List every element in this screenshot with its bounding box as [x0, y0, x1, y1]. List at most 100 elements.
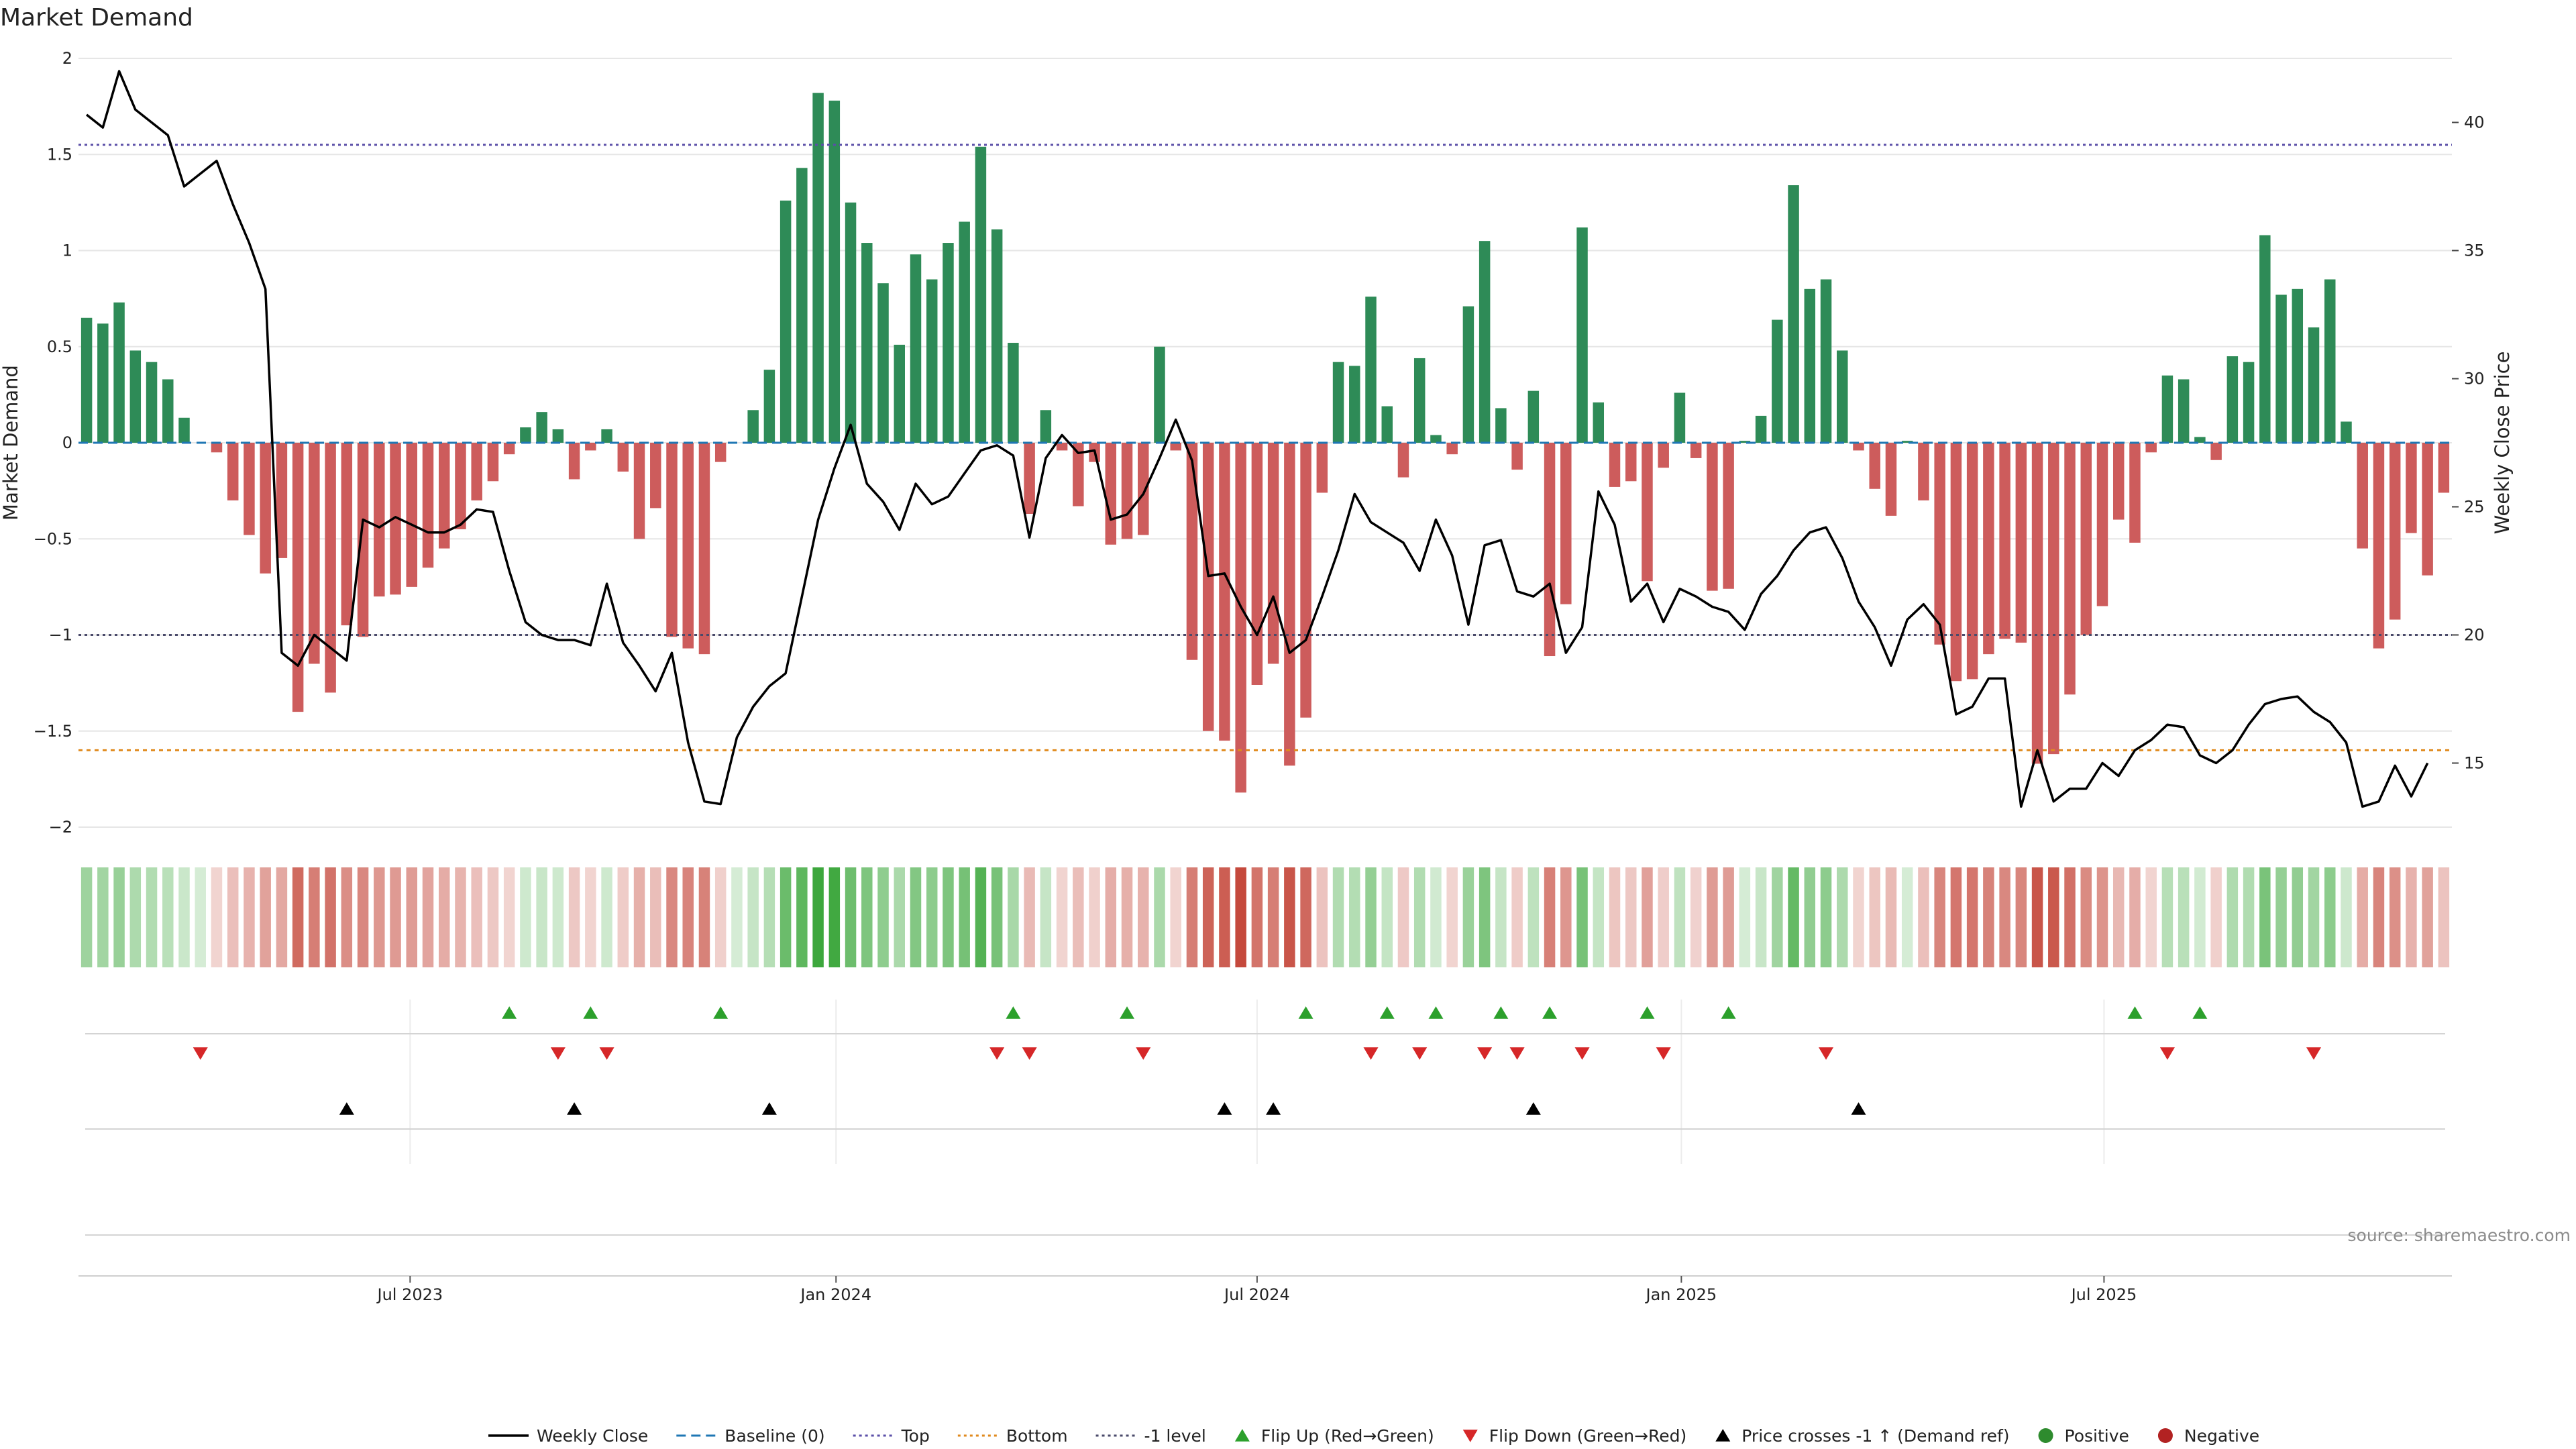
demand-bar-negative	[1105, 443, 1117, 545]
flip-up-marker	[583, 1006, 598, 1019]
demand-bar-positive	[1804, 288, 1816, 443]
demand-bar-positive	[1413, 358, 1426, 443]
heat-cell-positive	[943, 867, 954, 967]
demand-bar-negative	[1251, 443, 1263, 685]
heat-cell-negative	[244, 867, 255, 967]
legend-label: Top	[901, 1426, 930, 1446]
heat-cell-negative	[1073, 867, 1084, 967]
demand-bar-positive	[1772, 319, 1783, 443]
heat-cell-negative	[1121, 867, 1133, 967]
demand-bar-negative	[1235, 443, 1246, 793]
heat-cell-negative	[1885, 867, 1897, 967]
demand-bar-negative	[2210, 443, 2222, 460]
legend-item: Weekly Close	[488, 1426, 648, 1446]
heat-cell-negative	[2145, 867, 2157, 967]
demand-bar-negative	[633, 443, 645, 539]
y-tick-label: 1	[62, 241, 72, 260]
legend-swatch-dot	[2157, 1428, 2173, 1443]
flip-down-marker	[1363, 1047, 1379, 1060]
heat-cell-negative	[211, 867, 223, 967]
flip-down-marker	[1022, 1047, 1037, 1060]
price-cross-marker	[1217, 1102, 1232, 1115]
heat-cell-negative	[2080, 867, 2092, 967]
demand-bar-positive	[1837, 350, 1848, 443]
y2-tick-label: 35	[2464, 241, 2485, 260]
demand-bar-positive	[1349, 366, 1360, 443]
heat-cell-positive	[2308, 867, 2320, 967]
demand-bar-negative	[260, 443, 271, 574]
demand-bar-negative	[292, 443, 304, 712]
heat-cell-positive	[1788, 867, 1799, 967]
flip-up-marker	[2192, 1006, 2208, 1019]
legend-item: Price crosses -1 ↑ (Demand ref)	[1715, 1426, 2010, 1446]
y2-tick-label: 25	[2464, 498, 2485, 517]
demand-bar-positive	[1154, 346, 1165, 443]
heat-cell-positive	[1755, 867, 1767, 967]
heat-cell-negative	[309, 867, 320, 967]
heat-cell-positive	[1804, 867, 1816, 967]
demand-bar-positive	[2194, 437, 2206, 443]
demand-bar-negative	[2031, 443, 2043, 764]
y2-axis-label: Weekly Close Price	[2491, 352, 2514, 535]
demand-bar-negative	[1690, 443, 1702, 458]
demand-bar-negative	[406, 443, 418, 587]
y-tick-label: 0	[62, 433, 72, 452]
demand-bar-negative	[227, 443, 239, 500]
heat-cell-positive	[763, 867, 775, 967]
flip-up-marker	[1542, 1006, 1558, 1019]
heat-cell-positive	[1462, 867, 1474, 967]
demand-bar-positive	[113, 302, 125, 443]
heat-cell-positive	[1154, 867, 1165, 967]
demand-bar-negative	[1934, 443, 1945, 645]
legend-item: Negative	[2157, 1426, 2259, 1446]
heat-cell-positive	[1901, 867, 1913, 967]
demand-bar-positive	[959, 221, 970, 443]
demand-bar-positive	[2324, 279, 2336, 443]
x-tick-label: Jul 2025	[2070, 1285, 2137, 1304]
demand-bar-negative	[1853, 443, 1864, 451]
demand-bar-negative	[650, 443, 661, 508]
demand-bar-negative	[1885, 443, 1897, 516]
heat-cell-negative	[1170, 867, 1181, 967]
heat-cell-positive	[178, 867, 190, 967]
heat-cell-positive	[991, 867, 1003, 967]
heat-cell-negative	[1658, 867, 1669, 967]
y2-tick-label: 40	[2464, 113, 2485, 132]
flip-up-marker	[1640, 1006, 1655, 1019]
flip-down-marker	[193, 1047, 208, 1060]
heat-cell-negative	[455, 867, 466, 967]
heat-cell-negative	[1983, 867, 1994, 967]
demand-bar-positive	[1674, 392, 1686, 443]
weekly-close-line	[86, 70, 2429, 808]
reference-lines	[78, 144, 2452, 751]
heat-cell-negative	[1999, 867, 2010, 967]
demand-bar-negative	[2064, 443, 2076, 695]
heat-cell-negative	[2129, 867, 2141, 967]
flip-up-marker	[502, 1006, 517, 1019]
heat-cell-negative	[406, 867, 418, 967]
y-tick-label: −1	[49, 626, 72, 645]
heat-cell-negative	[503, 867, 515, 967]
legend-label: Bottom	[1006, 1426, 1068, 1446]
heat-cell-negative	[2406, 867, 2417, 967]
heat-cell-positive	[97, 867, 109, 967]
demand-bar-positive	[162, 379, 174, 443]
demand-bar-negative	[2048, 443, 2059, 755]
legend-label: Positive	[2065, 1426, 2129, 1446]
demand-bar-negative	[1869, 443, 1880, 489]
demand-heat-strip	[80, 867, 2450, 967]
heat-cell-positive	[1332, 867, 1344, 967]
demand-bar-negative	[2389, 443, 2401, 620]
heat-cell-negative	[1723, 867, 1734, 967]
flip-down-marker	[1819, 1047, 1834, 1060]
demand-bar-negative	[1966, 443, 1978, 680]
x-tick-label: Jul 2023	[376, 1285, 443, 1304]
demand-bar-positive	[828, 101, 841, 443]
demand-bar-positive	[894, 344, 905, 443]
demand-bar-positive	[97, 323, 109, 443]
heat-cell-positive	[2259, 867, 2271, 967]
demand-bar-positive	[2275, 294, 2287, 443]
demand-bar-positive	[1495, 408, 1507, 443]
heat-cell-positive	[2243, 867, 2255, 967]
